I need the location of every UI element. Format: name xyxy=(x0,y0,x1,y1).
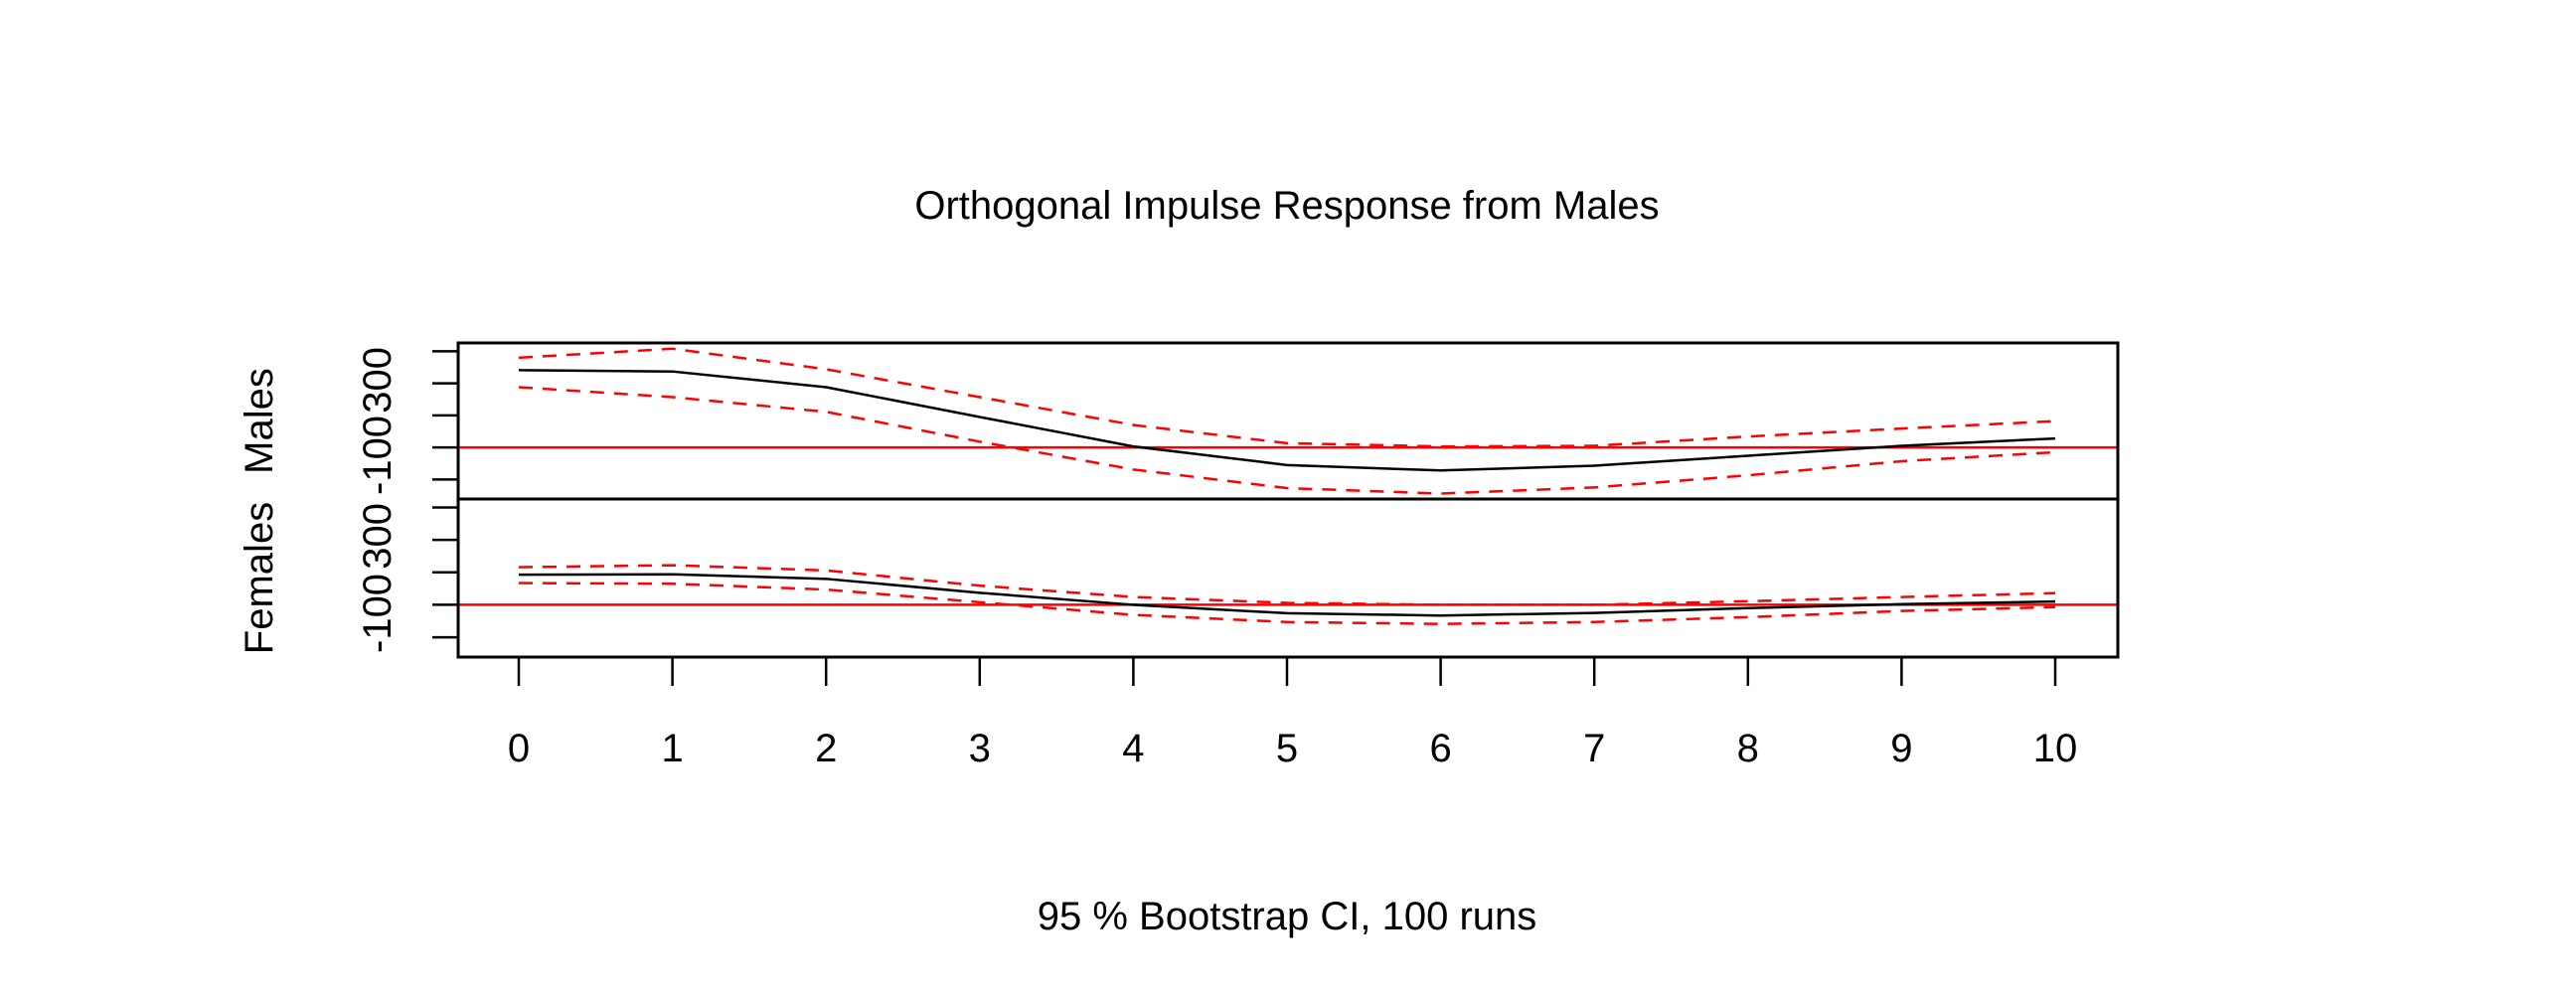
y-axis-label: Males xyxy=(238,368,281,474)
panel-frame xyxy=(456,341,2120,501)
x-tick-label: 10 xyxy=(2033,727,2078,770)
y-tick-label: 300 xyxy=(356,503,400,570)
y-tick-label: 300 xyxy=(356,347,400,414)
x-tick-label: 1 xyxy=(661,727,683,770)
y-tick-label: -100 xyxy=(356,416,400,495)
x-tick-label: 9 xyxy=(1890,727,1912,770)
response-line xyxy=(518,573,2056,617)
ci-lower-line xyxy=(518,582,2056,625)
y-tick-label: -100 xyxy=(356,574,400,653)
ci-upper-line xyxy=(518,564,2056,606)
x-tick-label: 2 xyxy=(815,727,837,770)
x-axis-label: 95 % Bootstrap CI, 100 runs xyxy=(1038,895,1537,938)
x-tick-label: 3 xyxy=(969,727,991,770)
panel-frame xyxy=(456,497,2120,659)
chart-title: Orthogonal Impulse Response from Males xyxy=(914,184,1659,228)
response-line xyxy=(518,369,2056,472)
x-tick-label: 5 xyxy=(1276,727,1298,770)
x-tick-label: 7 xyxy=(1583,727,1605,770)
ci-upper-line xyxy=(518,347,2056,448)
ci-lower-line xyxy=(518,386,2056,495)
x-tick-label: 8 xyxy=(1737,727,1759,770)
x-tick-label: 0 xyxy=(508,727,530,770)
x-tick-label: 6 xyxy=(1429,727,1451,770)
x-tick-label: 4 xyxy=(1122,727,1144,770)
y-axis-label: Females xyxy=(238,502,281,654)
